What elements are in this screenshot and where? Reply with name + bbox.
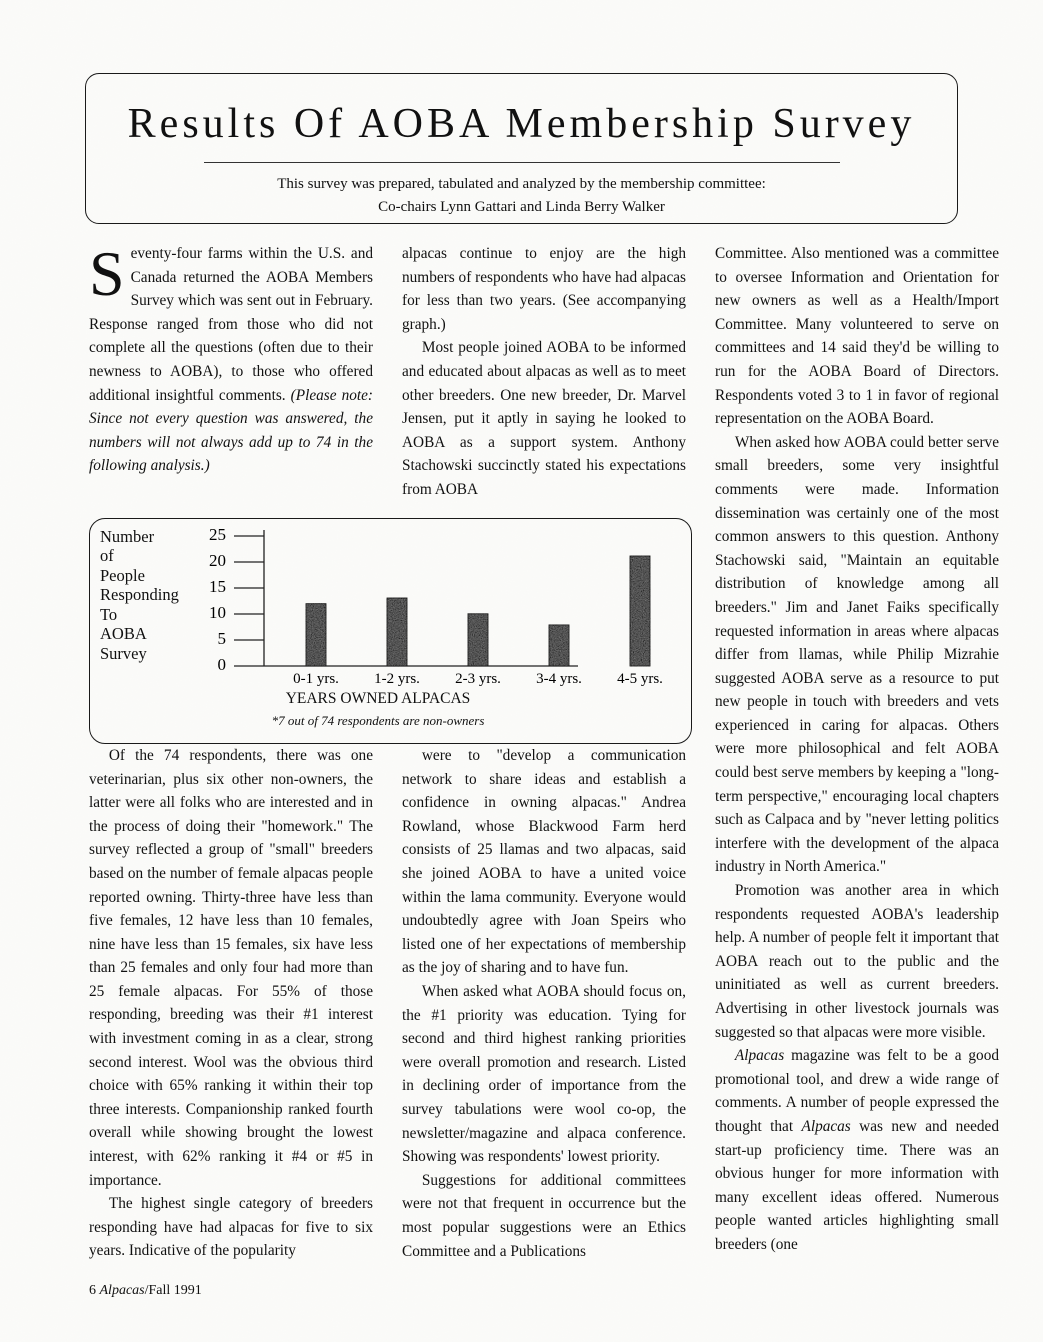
svg-text:0-1 yrs.: 0-1 yrs.	[293, 671, 339, 687]
svg-text:15: 15	[209, 577, 226, 596]
svg-text:25: 25	[209, 525, 226, 544]
svg-text:5: 5	[218, 629, 227, 648]
svg-text:20: 20	[209, 551, 226, 570]
svg-text:10: 10	[209, 603, 226, 622]
svg-text:0: 0	[218, 655, 227, 674]
